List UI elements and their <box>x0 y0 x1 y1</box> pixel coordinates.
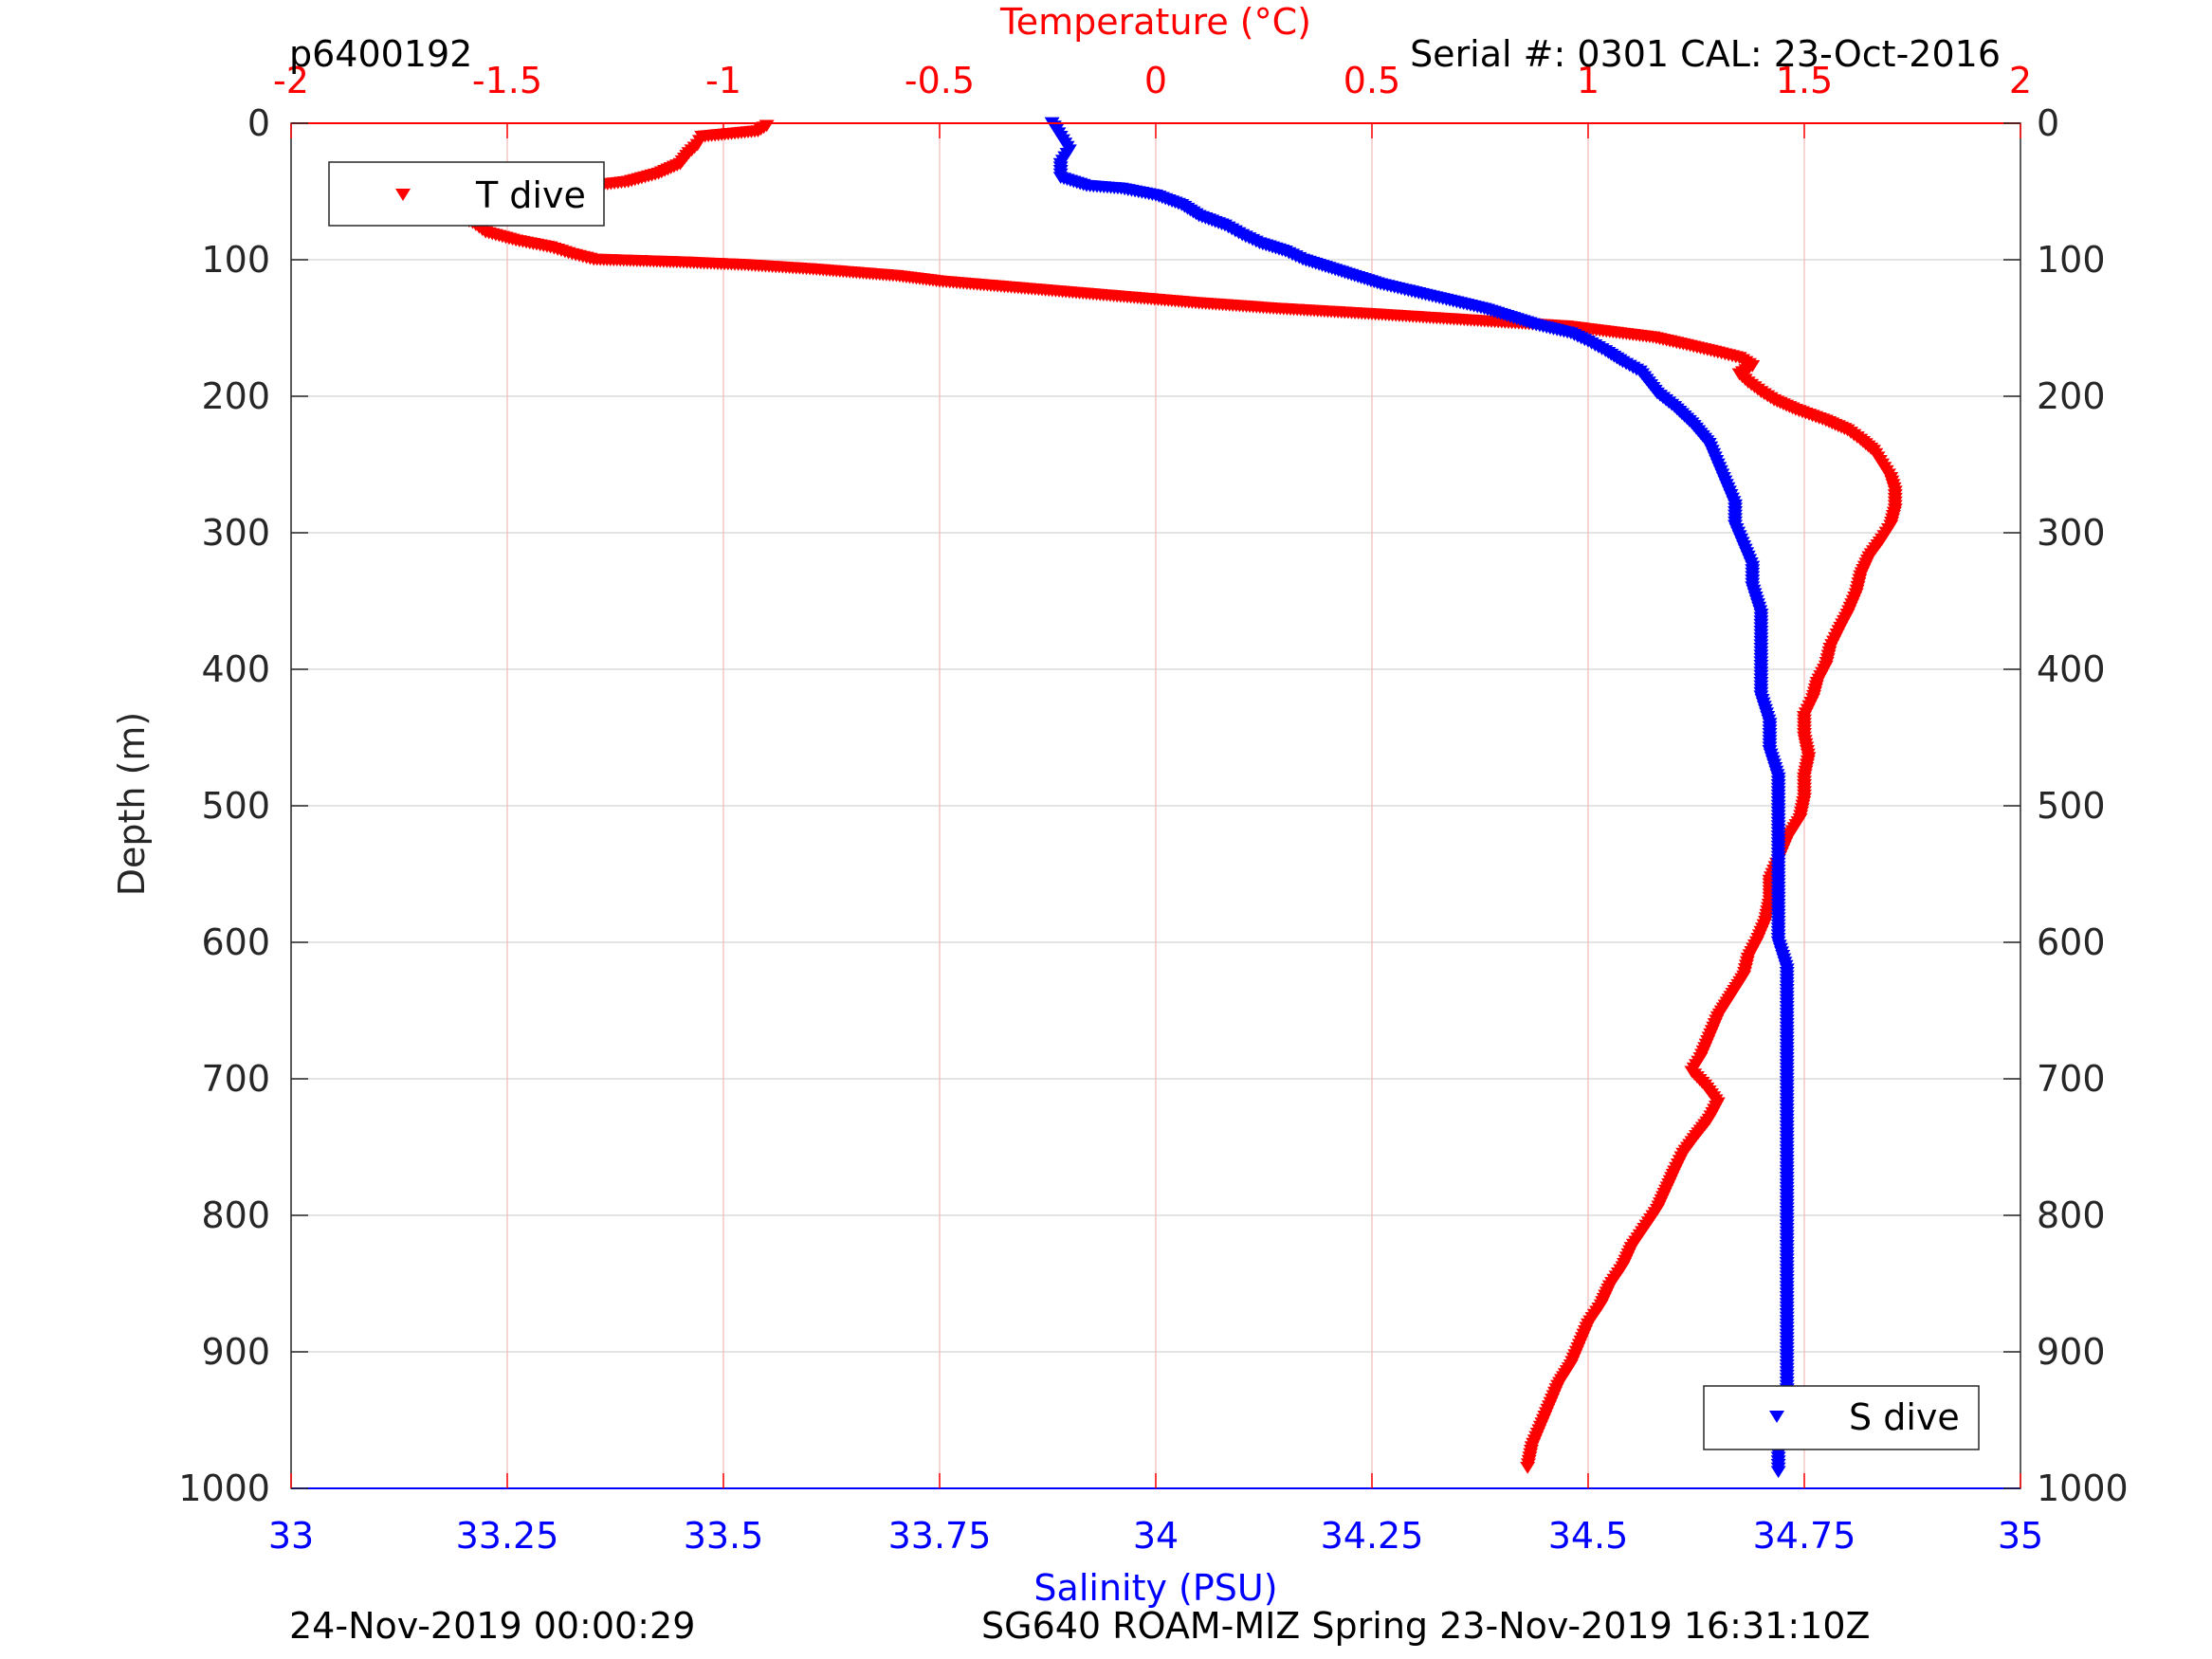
footer-timestamp: 24-Nov-2019 00:00:29 <box>289 1605 695 1647</box>
depth-tick-label-left: 400 <box>201 648 270 690</box>
temperature-tick-label: 0.5 <box>1344 60 1400 101</box>
depth-tick-label-left: 800 <box>201 1194 270 1236</box>
depth-tick-label-left: 500 <box>201 785 270 827</box>
salinity-data-marker <box>1770 1466 1786 1479</box>
depth-tick-label-right: 800 <box>2037 1194 2106 1236</box>
depth-tick-label-right: 400 <box>2037 648 2106 690</box>
salinity-tick-label: 33.75 <box>888 1515 992 1557</box>
depth-tick-label-left: 1000 <box>178 1468 270 1509</box>
depth-tick-label-right: 200 <box>2037 375 2106 417</box>
depth-tick-label-left: 900 <box>201 1331 270 1373</box>
depth-tick-label-left: 600 <box>201 921 270 963</box>
depth-tick-label-left: 300 <box>201 512 270 554</box>
depth-tick-label-right: 500 <box>2037 785 2106 827</box>
temperature-tick-label: 1 <box>1577 60 1600 101</box>
legend-salinity-box <box>1703 1385 1980 1450</box>
depth-tick-label-left: 0 <box>247 102 270 144</box>
depth-tick-label-left: 700 <box>201 1058 270 1100</box>
temperature-tick-label: 0 <box>1144 60 1167 101</box>
depth-tick-label-right: 600 <box>2037 921 2106 963</box>
axis-ticks: -2 -1.5 -1 -0.5 0 0.5 1 1.5 2 33 33.25 33.5 33.75 34 3… <box>178 60 2128 1557</box>
grid-lines <box>291 123 2020 1488</box>
legend-temperature: T dive <box>328 161 605 227</box>
serial-calibration: Serial #: 0301 CAL: 23-Oct-2016 <box>1410 33 2001 75</box>
footer-mission: SG640 ROAM-MIZ Spring 23-Nov-2019 16:31:… <box>981 1605 1871 1647</box>
depth-tick-label-right: 900 <box>2037 1331 2106 1373</box>
depth-tick-label-right: 300 <box>2037 512 2106 554</box>
temperature-tick-label: -0.5 <box>905 60 975 101</box>
depth-tick-label-right: 100 <box>2037 239 2106 281</box>
salinity-tick-label: 34 <box>1133 1515 1179 1557</box>
data-markers <box>426 117 1903 1479</box>
temperature-data-marker <box>1520 1462 1536 1474</box>
depth-tick-label-right: 1000 <box>2037 1468 2129 1509</box>
temperature-tick-label: -1.5 <box>472 60 542 101</box>
salinity-tick-label: 33.25 <box>456 1515 559 1557</box>
salinity-tick-label: 33.5 <box>684 1515 764 1557</box>
depth-tick-label-left: 200 <box>201 375 270 417</box>
depth-tick-label-right: 700 <box>2037 1058 2106 1100</box>
salinity-tick-label: 33 <box>268 1515 314 1557</box>
legend-temperature-marker <box>395 189 411 201</box>
legend-salinity-marker <box>1769 1411 1784 1423</box>
depth-tick-label-left: 100 <box>201 239 270 281</box>
legend-temperature-label: T dive <box>475 174 586 216</box>
legend-salinity: S dive <box>1703 1385 1980 1450</box>
temperature-tick-label: -1 <box>705 60 741 101</box>
temperature-tick-label: 1.5 <box>1776 60 1833 101</box>
temperature-axis-title: Temperature (°C) <box>999 1 1311 43</box>
salinity-axis-title: Salinity (PSU) <box>1033 1567 1277 1609</box>
salinity-tick-label: 34.5 <box>1548 1515 1629 1557</box>
salinity-tick-label: 34.75 <box>1753 1515 1856 1557</box>
temperature-tick-label: -2 <box>273 60 309 101</box>
temperature-tick-label: 2 <box>2009 60 2032 101</box>
salinity-tick-label: 35 <box>1998 1515 2043 1557</box>
profile-id: p6400192 <box>289 33 472 75</box>
legend-temperature-box <box>328 161 605 227</box>
depth-axis-title: Depth (m) <box>111 712 153 897</box>
legend-salinity-label: S dive <box>1849 1396 1960 1438</box>
salinity-tick-label: 34.25 <box>1321 1515 1424 1557</box>
depth-tick-label-right: 0 <box>2037 102 2059 144</box>
